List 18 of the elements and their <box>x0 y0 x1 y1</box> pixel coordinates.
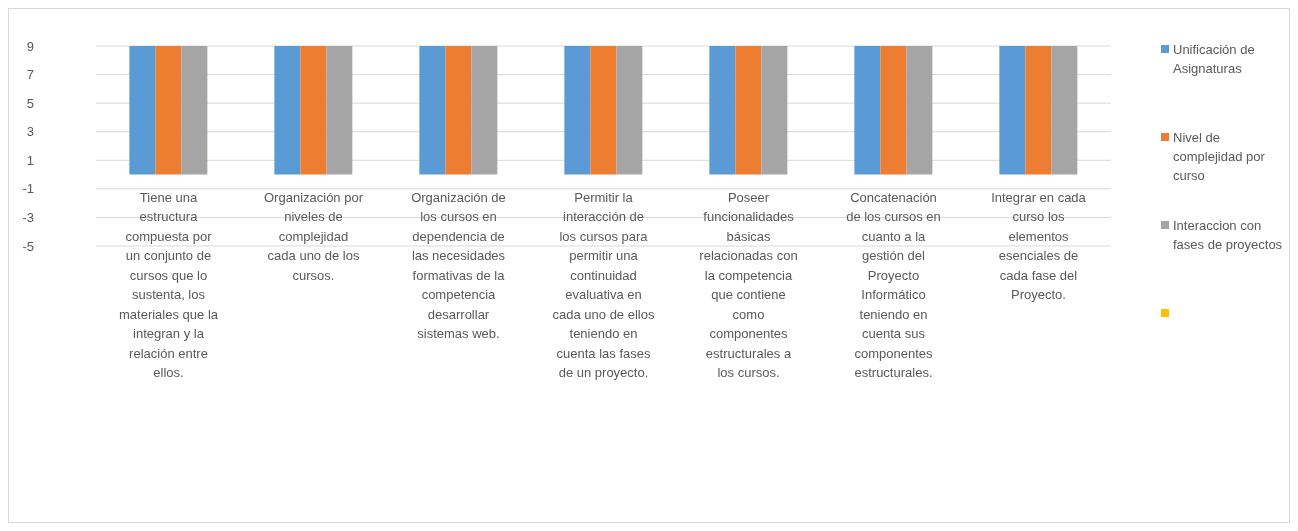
y-tick-label: 1 <box>26 152 34 168</box>
category-label: Permitir la interacción de los cursos para permitir una continuidad evaluativa en cada uno de ellos teniendo en cuenta las fases de un proyecto. <box>552 189 655 381</box>
y-tick-label: -3 <box>22 210 34 226</box>
y-tick-label: 3 <box>26 124 34 140</box>
x-tick-label: Organización de los cursos en dependencia de las necesidades formativas de la competencia desarrollar sistemas web. <box>411 189 506 342</box>
legend-label: Unificación de Asignaturas <box>1173 41 1256 78</box>
category-label: Poseer funcionalidades básicas relacionadas con la competencia que contiene como componentes estructurales a los cursos. <box>699 189 798 381</box>
y-tick-label: 5 <box>26 95 34 111</box>
y-tick-label: 9 <box>26 38 34 54</box>
x-tick-label: Integrar en cada curso los elementos esenciales de cada fase del Proyecto. <box>991 189 1087 303</box>
legend-label: Interaccion con fases de proyectos <box>1173 217 1284 254</box>
y-tick-label: -1 <box>22 181 34 197</box>
y-tick-label: 7 <box>26 67 34 83</box>
category-label: Concatenación de los cursos en cuanto a la gestión del Proyecto Informático teniendo en cuenta sus componentes estructurales. <box>846 189 941 381</box>
y-tick-label: -5 <box>22 238 34 254</box>
category-label: Tiene una estructura compuesta por un conjunto de cursos que lo sustenta, los materiales que la integran y la relación entre ellos. <box>119 189 218 381</box>
x-tick-label: Organización por niveles de complejidad cada uno de los cursos. <box>264 189 364 283</box>
legend-label: Nivel de complejidad por curso <box>1173 129 1266 185</box>
